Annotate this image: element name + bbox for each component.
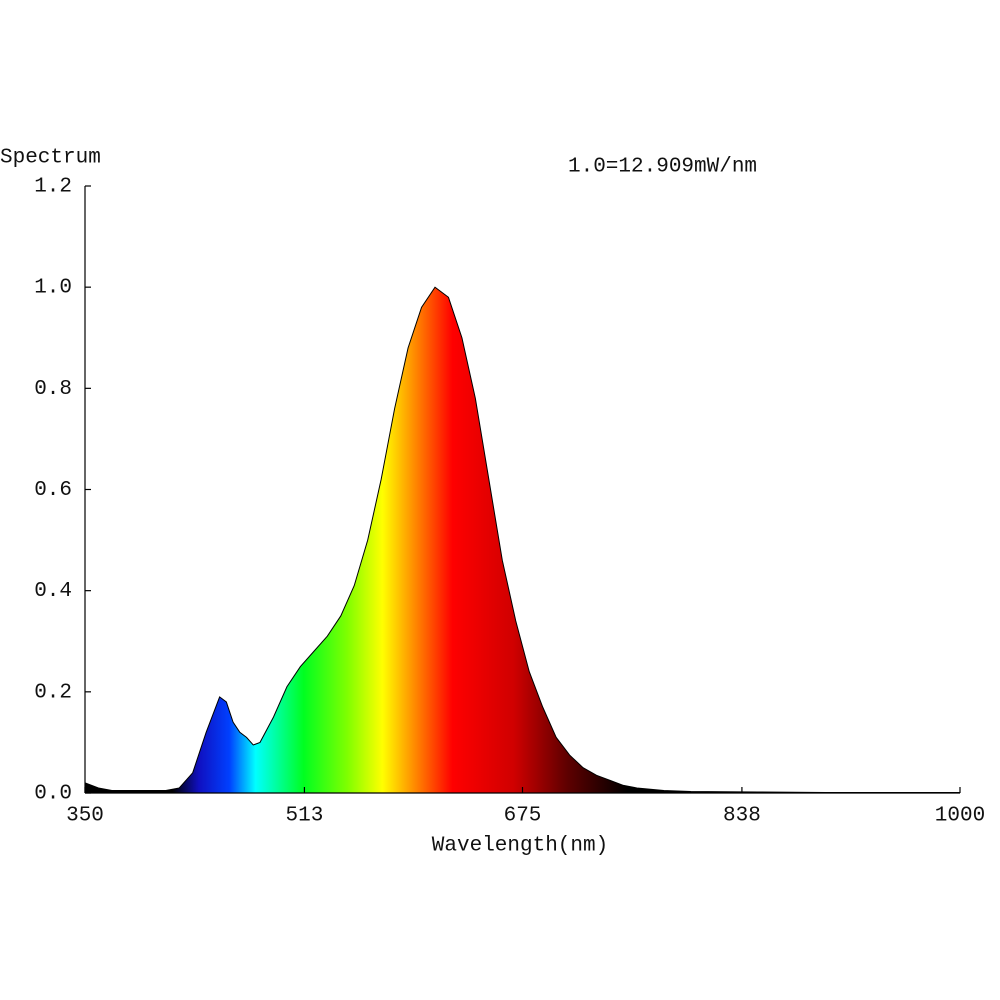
y-tick-label: 0.4 — [34, 580, 72, 603]
y-tick-label: 0.8 — [34, 378, 72, 401]
spectrum-line — [84, 286, 960, 793]
y-tick-label: 0.2 — [34, 681, 72, 704]
annotation: 1.0=12.909mW/nm — [568, 156, 757, 179]
y-tick-label: 1.0 — [34, 277, 72, 300]
y-axis-label: Spectrum — [0, 147, 101, 170]
x-tick-label: 350 — [66, 805, 104, 828]
y-tick-label: 0.6 — [34, 479, 72, 502]
x-tick-label: 675 — [504, 805, 542, 828]
y-tick-label: 0.0 — [34, 783, 72, 806]
spectrum-area — [85, 287, 960, 793]
x-axis-label: Wavelength(nm) — [432, 835, 608, 858]
x-tick-label: 1000 — [935, 805, 985, 828]
x-tick-label: 838 — [723, 805, 761, 828]
y-tick-label: 1.2 — [34, 176, 72, 199]
x-tick-label: 513 — [286, 805, 324, 828]
